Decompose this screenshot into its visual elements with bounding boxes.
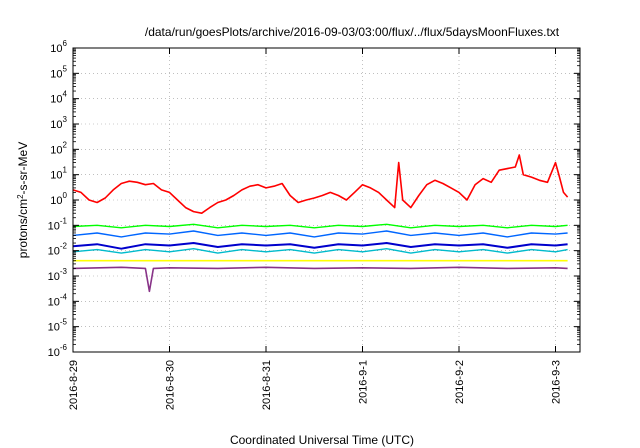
series-line-1 [72, 154, 569, 214]
y-axis-ticks: 10-6 10-5 10-4 10-3 10-2 10-1 100 101 102 103 104 1… [48, 39, 580, 359]
x-tick-label: 2016-9-1 [358, 360, 370, 404]
x-tick-label: 2016-8-29 [68, 360, 80, 410]
y-tick-label: 103 [50, 115, 67, 131]
x-tick-label: 2016-8-31 [261, 360, 273, 410]
grid-layer [73, 48, 580, 352]
chart-title: /data/run/goesPlots/archive/2016-09-03/0… [145, 25, 560, 39]
y-tick-label: 10-3 [48, 267, 68, 283]
y-axis-label-suffix: -s-sr-MeV [16, 142, 30, 195]
y-tick-label: 101 [50, 166, 67, 182]
x-tick-label: 2016-9-3 [551, 360, 563, 404]
y-tick-label: 106 [50, 39, 67, 55]
series-line-4 [72, 242, 568, 250]
y-axis-label: protons/cm2-s-sr-MeV [16, 142, 31, 258]
x-axis-label: Coordinated Universal Time (UTC) [230, 433, 414, 447]
x-tick-label: 2016-8-30 [165, 360, 177, 410]
y-axis-label-prefix: protons/cm [16, 199, 30, 258]
series-line-5 [72, 247, 568, 254]
series-line-3 [72, 230, 568, 238]
y-axis-label-sup: 2 [16, 194, 25, 199]
x-axis-ticks: 2016-8-29 2016-8-30 2016-8-31 2016-9-1 2016-… [68, 48, 563, 410]
y-tick-label: 10-5 [48, 318, 68, 334]
y-tick-label: 105 [50, 64, 67, 80]
x-tick-label: 2016-9-2 [454, 360, 466, 404]
y-tick-label: 10-6 [48, 343, 68, 359]
series-line-7 [72, 266, 568, 293]
y-tick-label: 10-2 [48, 242, 68, 258]
series-layer [72, 154, 569, 293]
y-tick-label: 102 [50, 140, 67, 156]
y-tick-label: 10-1 [48, 216, 68, 232]
series-line-2 [72, 223, 568, 229]
y-tick-label: 104 [50, 90, 67, 106]
y-tick-label: 10-4 [48, 292, 68, 308]
y-tick-label: 100 [50, 191, 67, 207]
